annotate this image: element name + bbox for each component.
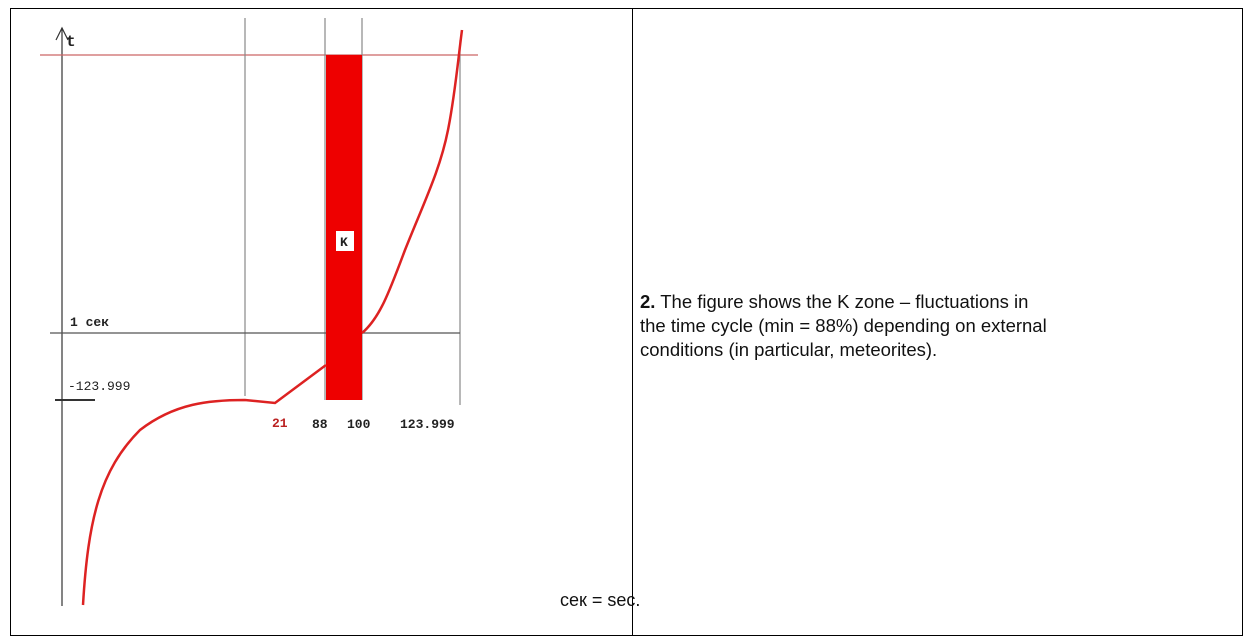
caption-line: conditions (in particular, meteorites). xyxy=(640,339,938,360)
label: 88 xyxy=(312,417,328,432)
axis-arrow xyxy=(55,26,69,41)
label: 100 xyxy=(347,417,371,432)
caption: 2. The figure shows the K zone – fluctua… xyxy=(640,290,1047,362)
caption-line: the time cycle (min = 88%) depending on … xyxy=(640,315,1047,336)
table-border xyxy=(10,8,1243,636)
label: 123.999 xyxy=(400,417,455,432)
label: 1 сек xyxy=(70,315,109,330)
caption-number: 2. xyxy=(640,291,656,312)
label: 21 xyxy=(272,416,288,431)
footnote: сек = sec. xyxy=(560,590,640,610)
curve xyxy=(361,29,464,334)
k-zone xyxy=(326,55,362,400)
caption-text: The figure shows the K zone – fluctuatio… xyxy=(660,291,1029,312)
axis-label: t xyxy=(66,33,76,51)
zone-label: K xyxy=(340,235,348,250)
figure xyxy=(40,18,478,606)
k-box xyxy=(336,231,354,251)
label: -123.999 xyxy=(68,379,130,394)
curve xyxy=(81,363,327,606)
caption-line: 2. The figure shows the K zone – fluctua… xyxy=(640,290,1047,314)
